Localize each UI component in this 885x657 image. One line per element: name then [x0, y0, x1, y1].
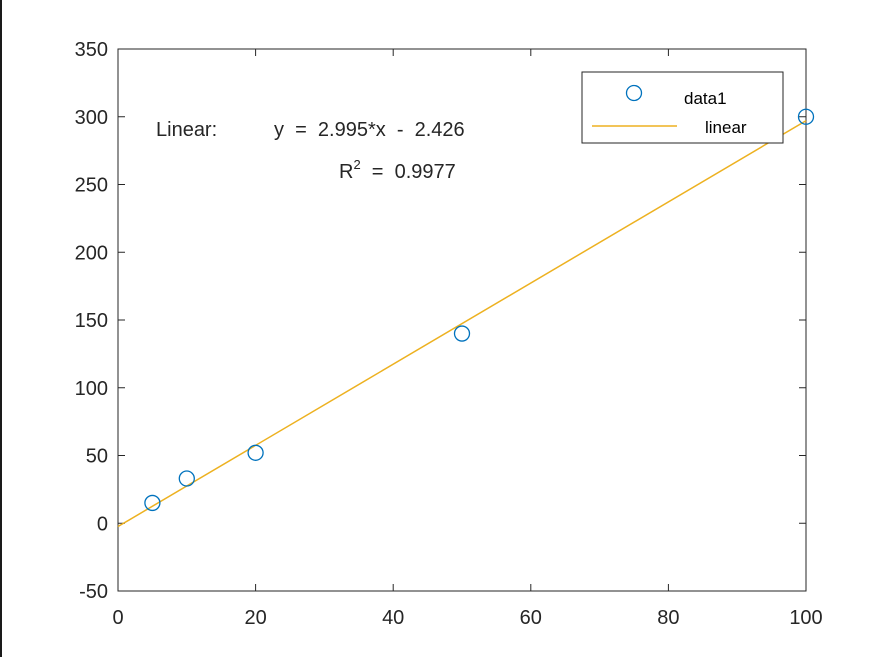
y-tick-label: 50 — [86, 446, 108, 468]
data-point — [453, 325, 471, 342]
r-squared-value: = 0.9977 — [361, 161, 456, 183]
r-squared: R2 = 0.9977 — [339, 157, 456, 183]
y-tick-label: -50 — [79, 581, 108, 603]
y-tick-label: 150 — [75, 310, 108, 332]
y-tick-label: 0 — [97, 513, 108, 535]
r-squared-exponent: 2 — [353, 157, 360, 172]
legend: data1 linear — [581, 71, 784, 144]
data-point — [247, 444, 264, 461]
x-tick-label: 80 — [657, 607, 679, 629]
data-point — [144, 494, 161, 512]
x-tick-label: 100 — [789, 607, 822, 629]
x-tick-label: 60 — [520, 607, 542, 629]
legend-label-data1: data1 — [684, 89, 727, 108]
y-tick-label: 100 — [75, 378, 108, 400]
y-tick-label: 250 — [75, 175, 108, 197]
y-tick-label: 350 — [75, 39, 108, 61]
data-point — [178, 470, 195, 487]
x-tick-label: 40 — [382, 607, 404, 629]
window-left-edge — [0, 0, 2, 657]
x-tick-label: 0 — [112, 607, 123, 629]
series-layer — [117, 108, 815, 528]
data-point — [797, 108, 815, 125]
y-tick-label: 200 — [75, 242, 108, 264]
x-axis: 0 20 40 60 80 100 — [112, 49, 823, 629]
legend-marker-data1 — [625, 84, 643, 102]
x-tick-label: 20 — [244, 607, 266, 629]
r-squared-base: R — [339, 161, 353, 183]
fit-equation: y = 2.995*x - 2.426 — [274, 119, 465, 141]
fit-line-linear — [117, 120, 807, 528]
fit-label: Linear: — [156, 119, 217, 141]
legend-label-linear: linear — [705, 118, 747, 137]
legend-box — [581, 71, 784, 144]
y-axis: -50 0 50 100 150 200 250 300 350 — [75, 39, 806, 603]
y-tick-label: 300 — [75, 107, 108, 129]
